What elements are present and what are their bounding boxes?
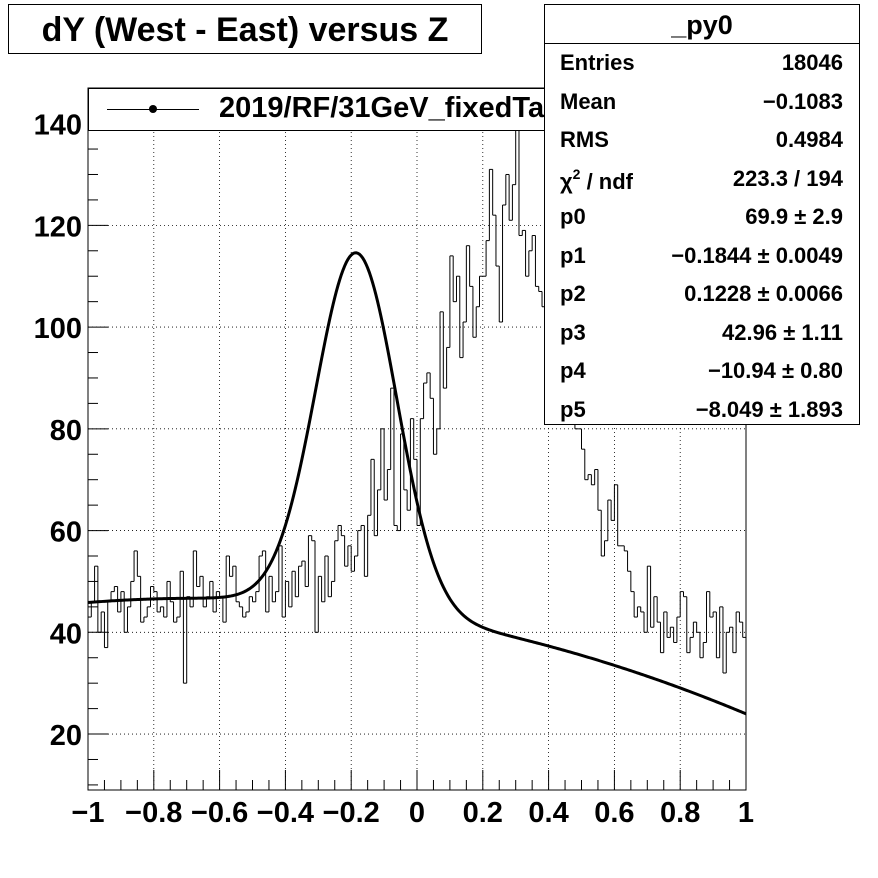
x-tick-label: 0.6 — [594, 797, 634, 829]
y-tick-label: 140 — [34, 110, 82, 142]
stats-row-p0: p0 69.9 ± 2.9 — [545, 198, 859, 237]
stats-row-rms: RMS 0.4984 — [545, 121, 859, 160]
legend-marker-swatch — [149, 105, 157, 113]
stats-row-p3: p3 42.96 ± 1.11 — [545, 314, 859, 353]
axis-ticks — [87, 97, 747, 790]
x-tick-label: 0 — [409, 797, 425, 829]
stats-value: −8.049 ± 1.893 — [695, 396, 843, 422]
stats-value: 223.3 / 194 — [732, 165, 843, 191]
legend-entry-label: 2019/RF/31GeV_fixedTarget — [219, 92, 599, 124]
stats-key: χ2 / ndf — [560, 166, 633, 195]
stats-row-mean: Mean −0.1083 — [545, 83, 859, 122]
stats-key: p2 — [560, 281, 586, 306]
chart-title: dY (West - East) versus Z — [8, 4, 482, 54]
fit-curve — [87, 251, 747, 716]
x-tick-label: −1 — [71, 797, 104, 829]
stats-value: −10.94 ± 0.80 — [707, 358, 843, 383]
y-tick-label: 20 — [50, 720, 82, 752]
x-tick-label: −0.8 — [125, 797, 182, 829]
legend: 2019/RF/31GeV_fixedTarget — [88, 88, 614, 131]
stats-value: 0.1228 ± 0.0066 — [684, 281, 843, 306]
chi-symbol: χ — [560, 168, 573, 194]
x-tick-label: 0.2 — [463, 797, 503, 829]
stats-value: −0.1844 ± 0.0049 — [671, 242, 843, 268]
x-tick-label: −0.4 — [257, 797, 314, 829]
stats-key: p1 — [560, 242, 586, 268]
stats-row-entries: Entries 18046 — [545, 44, 859, 83]
stats-row-p1: p1 −0.1844 ± 0.0049 — [545, 237, 859, 276]
stats-title: _py0 — [545, 5, 859, 44]
stats-value: −0.1083 — [762, 88, 843, 114]
stats-row-p4: p4 −10.94 ± 0.80 — [545, 352, 859, 391]
y-tick-label: 80 — [50, 415, 82, 447]
y-tick-label: 40 — [50, 618, 82, 650]
y-tick-labels: 20 40 60 80 100 120 140 — [34, 110, 82, 752]
stats-value: 69.9 ± 2.9 — [745, 204, 843, 229]
y-tick-label: 100 — [34, 313, 82, 345]
stats-value: 0.4984 — [775, 127, 843, 152]
x-tick-label: −0.2 — [323, 797, 380, 829]
stats-key: p3 — [560, 319, 586, 345]
stats-row-p5: p5 −8.049 ± 1.893 — [545, 391, 859, 430]
stats-box: _py0 Entries 18046 Mean −0.1083 RMS 0.49… — [544, 4, 860, 425]
chi-superscript: 2 — [572, 165, 581, 182]
stats-key: Entries — [560, 50, 635, 75]
stats-key: RMS — [560, 127, 609, 152]
x-tick-labels: −1 −0.8 −0.6 −0.4 −0.2 0 0.2 0.4 0.6 0.8 1 — [71, 797, 754, 829]
x-tick-label: 0.4 — [528, 797, 568, 829]
stats-key: p4 — [560, 358, 586, 383]
stats-value: 42.96 ± 1.11 — [722, 319, 843, 345]
chi-tail: / ndf — [580, 168, 634, 194]
x-tick-label: 1 — [738, 797, 754, 829]
x-tick-label: 0.8 — [660, 797, 700, 829]
fit-curve-path — [87, 251, 747, 716]
stats-key: p0 — [560, 204, 586, 229]
stats-key: Mean — [560, 88, 617, 114]
y-tick-label: 120 — [34, 211, 82, 243]
stats-value: 18046 — [781, 50, 843, 75]
stats-key: p5 — [560, 396, 586, 422]
y-tick-label: 60 — [50, 517, 82, 549]
x-tick-label: −0.6 — [191, 797, 248, 829]
stats-row-p2: p2 0.1228 ± 0.0066 — [545, 275, 859, 314]
histogram-series — [88, 97, 747, 760]
stats-row-chi2: χ2 / ndf 223.3 / 194 — [545, 160, 859, 199]
